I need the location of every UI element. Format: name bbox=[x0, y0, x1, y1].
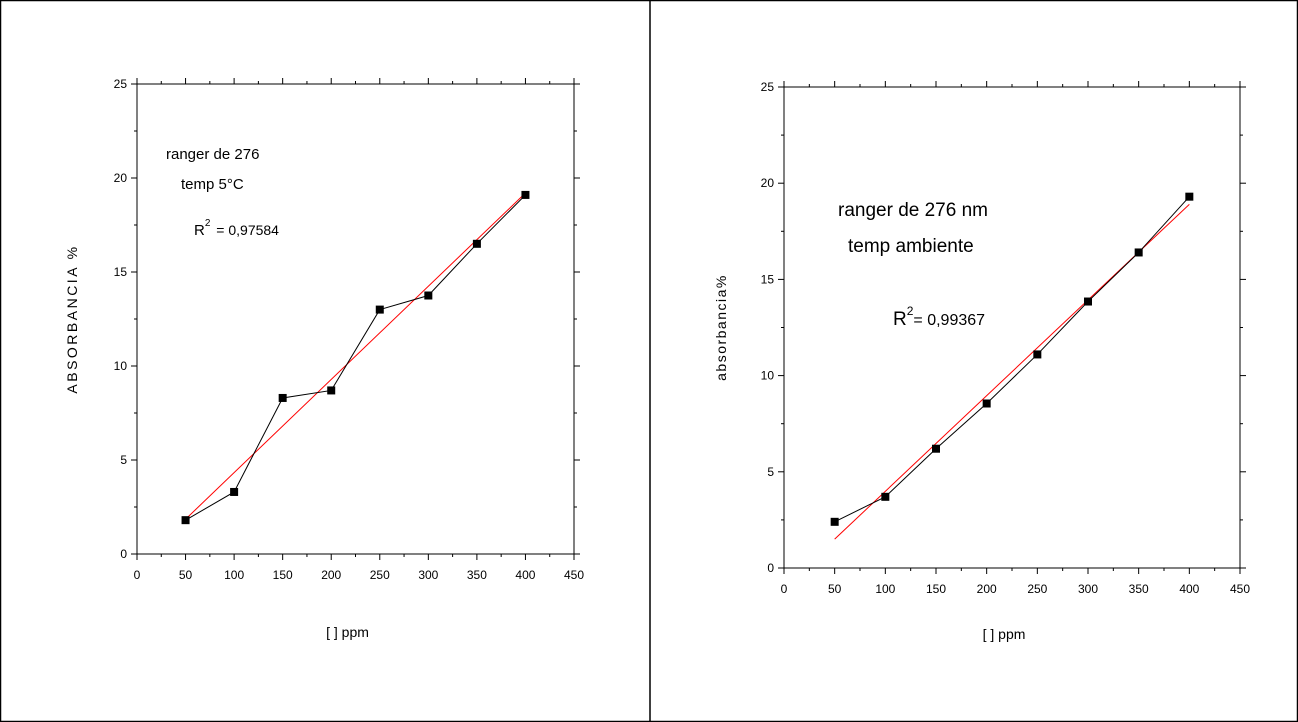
markers-left bbox=[181, 190, 530, 525]
plot-frame-right bbox=[783, 86, 1241, 569]
y-tick-label: 10 bbox=[761, 369, 775, 383]
x-axis-title-right: [ ] ppm bbox=[983, 626, 1026, 642]
x-tick-label: 300 bbox=[1078, 582, 1098, 596]
x-tick-label: 50 bbox=[828, 582, 842, 596]
y-axis-title-right: absorbancia% bbox=[713, 274, 729, 381]
data-point bbox=[424, 291, 433, 300]
x-tick-label: 150 bbox=[926, 582, 946, 596]
y-tick-label: 20 bbox=[114, 171, 128, 185]
x-tick-label: 100 bbox=[875, 582, 895, 596]
x-tick-label: 50 bbox=[179, 568, 193, 582]
x-tick-label: 150 bbox=[273, 568, 293, 582]
annotation-right-r2: R2= 0,99367 bbox=[893, 304, 985, 330]
fit-line-left bbox=[185, 192, 526, 520]
r-value-right: = 0,99367 bbox=[913, 312, 985, 329]
y-tick-label: 15 bbox=[761, 272, 775, 286]
series-line bbox=[834, 196, 1190, 523]
data-point bbox=[521, 190, 530, 199]
data-point bbox=[1033, 350, 1042, 359]
data-point bbox=[881, 492, 890, 501]
data-point bbox=[830, 517, 839, 526]
r-sup-right: 2 bbox=[907, 304, 914, 318]
ticks-right: 0 50 100 150 200 250 300 350 400 450 0 5 10 15 20 25 bbox=[761, 80, 1251, 596]
x-tick-label: 300 bbox=[418, 568, 438, 582]
x-tick-label: 250 bbox=[1027, 582, 1047, 596]
x-tick-label: 0 bbox=[781, 582, 788, 596]
x-tick-label: 450 bbox=[1230, 582, 1250, 596]
annotation-left-r2: R2 = 0,97584 bbox=[194, 218, 279, 239]
y-tick-label: 0 bbox=[767, 561, 774, 575]
chart-right: 0 50 100 150 200 250 300 350 400 450 0 5 10 15 20 25 [ … bbox=[713, 80, 1250, 642]
annotation-right-line1: ranger de 276 nm bbox=[838, 200, 988, 221]
y-tick-label: 15 bbox=[114, 265, 128, 279]
x-tick-label: 350 bbox=[1129, 582, 1149, 596]
x-tick-label: 400 bbox=[1179, 582, 1199, 596]
r-label-right: R bbox=[893, 309, 907, 330]
markers-right bbox=[830, 192, 1194, 526]
y-tick-label: 20 bbox=[761, 176, 775, 190]
y-tick-label: 25 bbox=[761, 80, 775, 94]
x-tick-label: 250 bbox=[370, 568, 390, 582]
data-point bbox=[327, 386, 336, 395]
x-tick-label: 200 bbox=[321, 568, 341, 582]
x-tick-label: 450 bbox=[564, 568, 584, 582]
fit-line bbox=[185, 192, 526, 520]
x-tick-label: 350 bbox=[467, 568, 487, 582]
data-point bbox=[230, 487, 239, 496]
y-tick-label: 5 bbox=[120, 453, 127, 467]
y-axis-title-left: ABSORBANCIA % bbox=[64, 244, 80, 393]
ticks-left: 0 50 100 150 200 250 300 350 400 450 0 5 10 15 20 25 bbox=[114, 77, 585, 582]
y-tick-label: 5 bbox=[767, 465, 774, 479]
data-point bbox=[1084, 297, 1092, 306]
y-tick-label: 25 bbox=[114, 77, 128, 91]
x-axis-title-left: [ ] ppm bbox=[326, 624, 369, 640]
data-point bbox=[278, 393, 287, 402]
r-label-left: R bbox=[194, 222, 205, 239]
x-tick-label: 400 bbox=[515, 568, 535, 582]
series-left bbox=[185, 194, 526, 521]
chart-left: 0 50 100 150 200 250 300 350 400 450 0 5 10 15 20 25 [ … bbox=[64, 77, 584, 640]
data-point bbox=[472, 239, 481, 248]
data-point bbox=[982, 399, 991, 408]
annotation-right-line2: temp ambiente bbox=[848, 236, 974, 257]
data-point bbox=[1185, 192, 1194, 201]
series-right bbox=[834, 196, 1190, 523]
x-tick-label: 100 bbox=[224, 568, 244, 582]
data-point bbox=[932, 444, 940, 453]
x-tick-label: 0 bbox=[134, 568, 141, 582]
r-value-left: = 0,97584 bbox=[212, 222, 279, 238]
y-tick-label: 10 bbox=[114, 359, 128, 373]
annotation-left-line2: temp 5°C bbox=[181, 176, 244, 193]
data-point bbox=[375, 305, 384, 314]
x-tick-label: 200 bbox=[977, 582, 997, 596]
data-point bbox=[181, 516, 190, 525]
data-point bbox=[1134, 248, 1143, 257]
r-sup-left: 2 bbox=[205, 218, 211, 229]
y-tick-label: 0 bbox=[120, 547, 127, 561]
series-line bbox=[185, 194, 526, 521]
annotation-left-line1: ranger de 276 bbox=[166, 146, 259, 163]
